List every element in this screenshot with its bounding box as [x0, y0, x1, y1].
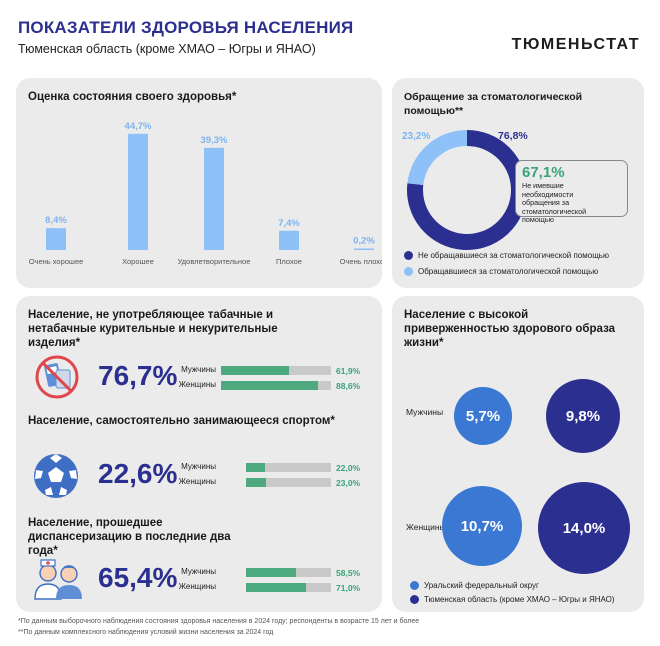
dental-chart-title: Обращение за стоматологической помощью**	[404, 91, 583, 117]
checkup-men-track	[246, 568, 331, 577]
dental-annotation-box: 67,1% Не имевшие необходимости обращения…	[515, 160, 628, 224]
sport-women-track	[246, 478, 331, 487]
dental-donut-chart: 76,8% 23,2%	[402, 130, 528, 250]
health-bar-category-0: Очень хорошее	[29, 257, 84, 266]
dental-slice-label-1: 23,2%	[402, 131, 430, 142]
checkup-total: 65,4%	[98, 562, 178, 593]
bubble-ufo-women: 10,7%	[442, 486, 522, 566]
health-bar-chart: 8,4% Очень хорошее 44,7% Хорошее 39,3% Удовле…	[29, 121, 382, 266]
legend-dot-ufo	[410, 581, 419, 590]
sport-women-bar	[246, 478, 266, 487]
legend-label-visited: Обращавшиеся за стоматологической помощь…	[418, 267, 599, 276]
sport-men-track	[246, 463, 331, 472]
health-bar-0	[46, 228, 66, 250]
health-bar-value-4: 0,2%	[353, 236, 375, 247]
sport-women-label: Женщины	[178, 477, 216, 486]
dental-card: Обращение за стоматологической помощью**…	[392, 78, 644, 288]
health-chart-title: Оценка состояния своего здоровья*	[28, 91, 237, 103]
bubble-tyumen-men: 9,8%	[546, 379, 620, 453]
sport-title: Население, самостоятельно занимающееся с…	[28, 415, 335, 427]
sport-total: 22,6%	[98, 458, 178, 489]
checkup-men-value: 58,5%	[336, 568, 361, 578]
health-assessment-card: Оценка состояния своего здоровья* 8,4% Оч…	[16, 78, 382, 288]
medical-staff-icon	[32, 556, 84, 600]
indicators-card: Население, не употребляющее табачные и н…	[16, 296, 382, 612]
bubble-tyumen-women: 14,0%	[538, 482, 630, 574]
health-bar-value-2: 39,3%	[201, 135, 228, 146]
health-bar-value-1: 44,7%	[125, 121, 152, 132]
legend-dot-visited	[404, 267, 413, 276]
checkup-men-bar	[246, 568, 296, 577]
dental-slice-0	[407, 130, 527, 250]
health-bar-category-1: Хорошее	[122, 257, 154, 266]
legend-label-tyumen: Тюменская область (кроме ХМАО – Югры и Я…	[424, 595, 615, 604]
checkup-men-label: Мужчины	[181, 567, 216, 576]
footnote-1: *По данным выборочного наблюдения состоя…	[18, 618, 420, 625]
footnote-2: **По данным комплексного наблюдения усло…	[18, 629, 274, 636]
legend-dot-tyumen	[410, 595, 419, 604]
nonsmoking-men-value: 61,9%	[336, 366, 361, 376]
legend-dot-not-visited	[404, 251, 413, 260]
nonsmoking-women-label: Женщины	[178, 380, 216, 389]
sport-women-value: 23,0%	[336, 478, 361, 488]
checkup-women-bar	[246, 583, 307, 592]
nonsmoking-title: Население, не употребляющее табачные и н…	[28, 309, 278, 349]
nonsmoking-women-bar	[221, 381, 319, 390]
nonsmoking-men-label: Мужчины	[181, 365, 216, 374]
health-bar-value-0: 8,4%	[45, 215, 67, 226]
brand-logo: ТЮМЕНЬСТАТ	[511, 36, 640, 53]
health-bar-category-4: Очень плохое	[340, 257, 382, 266]
health-bar-3	[279, 230, 299, 250]
sport-men-value: 22,0%	[336, 463, 361, 473]
soccer-ball-icon	[32, 452, 80, 500]
nonsmoking-women-track	[221, 381, 331, 390]
nonsmoking-men-bar	[221, 366, 290, 375]
nonsmoking-women-value: 88,6%	[336, 381, 361, 391]
page-subtitle: Тюменская область (кроме ХМАО – Югры и Я…	[18, 42, 316, 56]
nonsmoking-men-track	[221, 366, 331, 375]
legend-label-ufo: Уральский федеральный округ	[424, 581, 539, 590]
dental-slice-label-0: 76,8%	[498, 130, 528, 142]
checkup-women-track	[246, 583, 331, 592]
health-bar-value-3: 7,4%	[278, 218, 300, 229]
lifestyle-title: Население с высокой приверженностью здор…	[404, 309, 616, 349]
sport-men-bar	[246, 463, 265, 472]
health-bar-1	[128, 133, 148, 250]
page-title: ПОКАЗАТЕЛИ ЗДОРОВЬЯ НАСЕЛЕНИЯ	[18, 18, 354, 37]
lifestyle-row-women: Женщины	[406, 522, 446, 532]
no-smoking-icon	[34, 354, 80, 400]
health-bar-4	[354, 248, 374, 250]
dental-annotation-text: Не имевшие необходимости обращения за ст…	[522, 181, 587, 224]
sport-men-label: Мужчины	[181, 462, 216, 471]
lifestyle-card: Население с высокой приверженностью здор…	[392, 296, 644, 612]
dental-slice-1	[407, 130, 468, 186]
dental-annotation-value: 67,1%	[522, 164, 565, 181]
checkup-women-value: 71,0%	[336, 583, 361, 593]
checkup-title: Население, прошедшее диспансеризацию в п…	[28, 517, 231, 557]
health-bar-category-3: Плохое	[276, 257, 302, 266]
legend-label-not-visited: Не обращавшиеся за стоматологической пом…	[418, 251, 609, 260]
nonsmoking-total: 76,7%	[98, 360, 178, 391]
bubble-ufo-men: 5,7%	[454, 387, 512, 445]
lifestyle-row-men: Мужчины	[406, 407, 444, 417]
checkup-women-label: Женщины	[178, 582, 216, 591]
health-bar-category-2: Удовлетворительное	[178, 257, 251, 266]
health-bar-2	[204, 147, 224, 250]
